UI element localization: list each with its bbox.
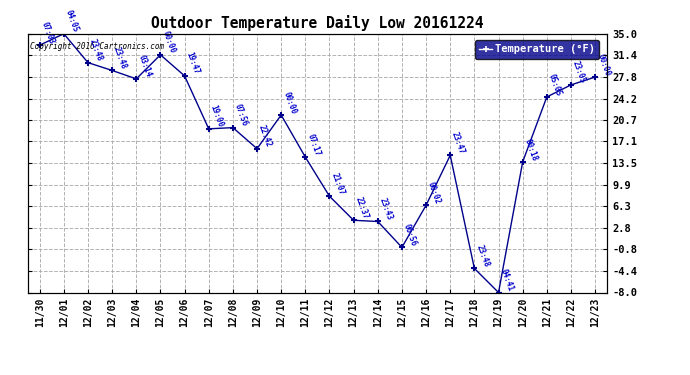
Text: 23:05: 23:05 [571, 60, 587, 85]
Text: 03:14: 03:14 [136, 54, 152, 79]
Text: 23:48: 23:48 [88, 38, 104, 63]
Legend: Temperature (°F): Temperature (°F) [475, 40, 599, 58]
Text: 00:00: 00:00 [282, 90, 297, 115]
Text: 23:47: 23:47 [450, 130, 466, 155]
Title: Outdoor Temperature Daily Low 20161224: Outdoor Temperature Daily Low 20161224 [151, 15, 484, 31]
Text: 19:47: 19:47 [184, 51, 201, 76]
Text: 00:00: 00:00 [160, 30, 177, 55]
Text: 19:00: 19:00 [208, 104, 225, 129]
Text: 07:03: 07:03 [39, 20, 56, 45]
Text: 00:02: 00:02 [426, 180, 442, 205]
Text: 23:48: 23:48 [475, 244, 491, 268]
Text: 23:43: 23:43 [378, 196, 394, 222]
Text: 07:56: 07:56 [233, 103, 249, 128]
Text: 23:48: 23:48 [112, 46, 128, 70]
Text: Copyright 2016 Cartronics.com: Copyright 2016 Cartronics.com [30, 42, 165, 51]
Text: 04:05: 04:05 [63, 9, 80, 34]
Text: 00:18: 00:18 [523, 137, 539, 162]
Text: 07:17: 07:17 [305, 132, 322, 157]
Text: 00:00: 00:00 [595, 52, 611, 77]
Text: 04:41: 04:41 [498, 268, 515, 292]
Text: 21:07: 21:07 [330, 171, 346, 196]
Text: 06:56: 06:56 [402, 222, 418, 248]
Text: 22:42: 22:42 [257, 124, 273, 148]
Text: 05:05: 05:05 [546, 72, 563, 97]
Text: 22:37: 22:37 [353, 195, 370, 220]
